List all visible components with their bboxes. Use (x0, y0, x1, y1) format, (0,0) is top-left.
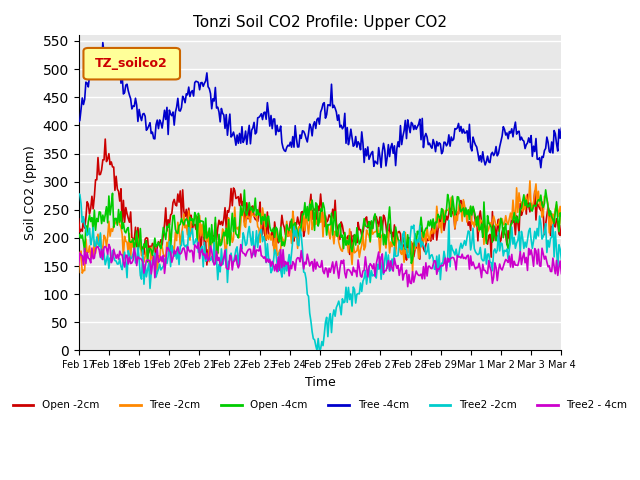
Text: TZ_soilco2: TZ_soilco2 (95, 57, 168, 70)
X-axis label: Time: Time (305, 376, 335, 389)
FancyBboxPatch shape (83, 48, 180, 80)
Title: Tonzi Soil CO2 Profile: Upper CO2: Tonzi Soil CO2 Profile: Upper CO2 (193, 15, 447, 30)
Legend: Open -2cm, Tree -2cm, Open -4cm, Tree -4cm, Tree2 -2cm, Tree2 - 4cm: Open -2cm, Tree -2cm, Open -4cm, Tree -4… (8, 396, 632, 415)
Y-axis label: Soil CO2 (ppm): Soil CO2 (ppm) (24, 145, 37, 240)
